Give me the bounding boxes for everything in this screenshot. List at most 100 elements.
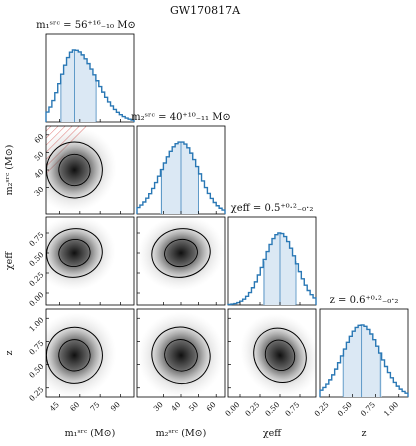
scatter-panel-m1-z (45, 308, 135, 398)
y-axis-label-z: z (4, 350, 15, 355)
hist-panel-chi: χeff = 0.5⁺⁰·²₋₀·₂ (227, 203, 317, 306)
panel-content (46, 312, 117, 397)
panel-content (46, 126, 134, 213)
y-axis-label-m2: m₂ˢʳᶜ (M⊙) (4, 145, 15, 196)
y-tick-label: 50 (32, 149, 45, 162)
density-map (150, 324, 212, 387)
ticks-0-0 (59, 119, 121, 122)
contour-90 (46, 326, 103, 384)
x-axis-label-m1: m₁ˢʳᶜ (M⊙) (65, 428, 116, 439)
y-axis-chi: 0.00 0.25 0.50 0.75 χeff (4, 230, 46, 308)
x-tick-label: 50 (187, 400, 200, 413)
panel-content (240, 313, 316, 397)
hist-title-m1: m₁ˢʳᶜ = 56⁺¹⁶₋₁₀ M⊙ (36, 20, 136, 31)
x-tick-label: 0.25 (243, 400, 261, 418)
x-tick-label: 0.50 (263, 400, 281, 418)
x-tick-label: 0.00 (223, 400, 241, 418)
contour-90 (151, 228, 211, 278)
contour-90 (253, 327, 307, 384)
panel-frame (227, 308, 317, 398)
contour-50 (58, 238, 91, 268)
histogram-chi (227, 232, 317, 306)
x-tick-label: 30 (152, 400, 165, 413)
x-axis-m2: 30 40 50 60 m₂ˢʳᶜ (M⊙) (152, 400, 218, 439)
hist-title-chi: χeff = 0.5⁺⁰·²₋₀·₂ (231, 203, 314, 214)
ticks-1-3 (137, 317, 217, 397)
hist-title-z: z = 0.6⁺⁰·²₋₀·₂ (330, 295, 399, 306)
scatter-panel-chi-z (227, 308, 317, 398)
ticks-2-3 (228, 317, 301, 397)
panel-content (137, 217, 225, 291)
contour-50 (164, 339, 198, 372)
x-tick-label: 0.75 (283, 400, 301, 418)
panel-frame (45, 216, 135, 306)
contour-50 (264, 339, 296, 371)
hist-panel-m1: m₁ˢʳᶜ = 56⁺¹⁶₋₁₀ M⊙ (36, 20, 136, 123)
x-tick-label: 0.25 (313, 400, 331, 418)
y-tick-label: 40 (32, 167, 45, 180)
y-axis-m2: 30 40 50 60 m₂ˢʳᶜ (M⊙) (4, 132, 46, 198)
credible-interval-fill (343, 324, 382, 397)
ticks-1-2 (137, 232, 217, 305)
panel-frame (45, 308, 135, 398)
credible-interval-fill (160, 142, 199, 214)
x-axis-label-m2: m₂ˢʳᶜ (M⊙) (156, 428, 207, 439)
x-axis-label-z: z (361, 428, 366, 439)
y-tick-label: 0.50 (27, 362, 45, 380)
figure-title: GW170817A (170, 4, 241, 17)
x-axis-label-chi: χeff (263, 428, 282, 439)
contour-90 (46, 228, 103, 278)
panel-content (137, 311, 225, 397)
histogram-z (319, 324, 409, 397)
density-map (251, 325, 309, 386)
density-map (150, 226, 212, 280)
y-tick-label: 0.00 (27, 290, 45, 308)
y-tick-label: 0.75 (27, 338, 45, 356)
x-tick-label: 60 (68, 400, 81, 413)
hist-panel-z: z = 0.6⁺⁰·²₋₀·₂ (319, 295, 409, 398)
contour-50 (58, 339, 91, 372)
x-tick-label: 45 (48, 400, 61, 413)
scatter-panel-m2-chi (136, 216, 226, 306)
contour-50 (164, 238, 198, 268)
y-tick-label: 0.25 (27, 270, 45, 288)
scatter-panel-m2-z (136, 308, 226, 398)
x-axis-z: 0.25 0.50 0.75 1.00 z (313, 400, 401, 439)
x-tick-label: 90 (109, 400, 122, 413)
contour-90 (46, 141, 103, 199)
x-tick-label: 40 (169, 400, 182, 413)
y-tick-label: 60 (32, 132, 45, 145)
ticks-0-2 (46, 232, 121, 305)
y-tick-label: 0.75 (27, 230, 45, 248)
y-axis-z: 0.25 0.50 0.75 1.00 z (4, 315, 46, 403)
panel-content (46, 217, 116, 291)
credible-interval-fill (263, 232, 296, 305)
x-axis-m1: 45 60 75 90 m₁ˢʳᶜ (M⊙) (48, 400, 122, 439)
ticks-2-2 (239, 302, 301, 305)
x-tick-label: 60 (204, 400, 217, 413)
contour-50 (58, 153, 91, 187)
y-tick-label: 0.50 (27, 250, 45, 268)
y-tick-label: 1.00 (27, 315, 45, 333)
x-tick-label: 0.50 (336, 400, 354, 418)
scatter-panel-m1-m2 (45, 125, 135, 215)
ticks-3-3 (328, 394, 400, 397)
contour-90 (151, 326, 211, 385)
density-map (46, 226, 104, 280)
scatter-panel-m1-chi (45, 216, 135, 306)
y-axis-label-chi: χeff (4, 251, 15, 270)
ticks-0-3 (46, 317, 121, 397)
density-map (46, 324, 105, 386)
credible-interval-fill (60, 49, 96, 122)
hist-panel-m2: m₂ˢʳᶜ = 40⁺¹⁰₋₁₁ M⊙ (131, 112, 231, 215)
y-tick-label: 30 (32, 185, 45, 198)
x-tick-label: 75 (88, 400, 101, 413)
density-map (46, 139, 105, 201)
x-tick-label: 0.75 (359, 400, 377, 418)
x-tick-label: 1.00 (382, 400, 400, 418)
hist-title-m2: m₂ˢʳᶜ = 40⁺¹⁰₋₁₁ M⊙ (131, 112, 231, 123)
ticks-0-1 (46, 134, 121, 214)
ticks-1-1 (163, 211, 217, 214)
